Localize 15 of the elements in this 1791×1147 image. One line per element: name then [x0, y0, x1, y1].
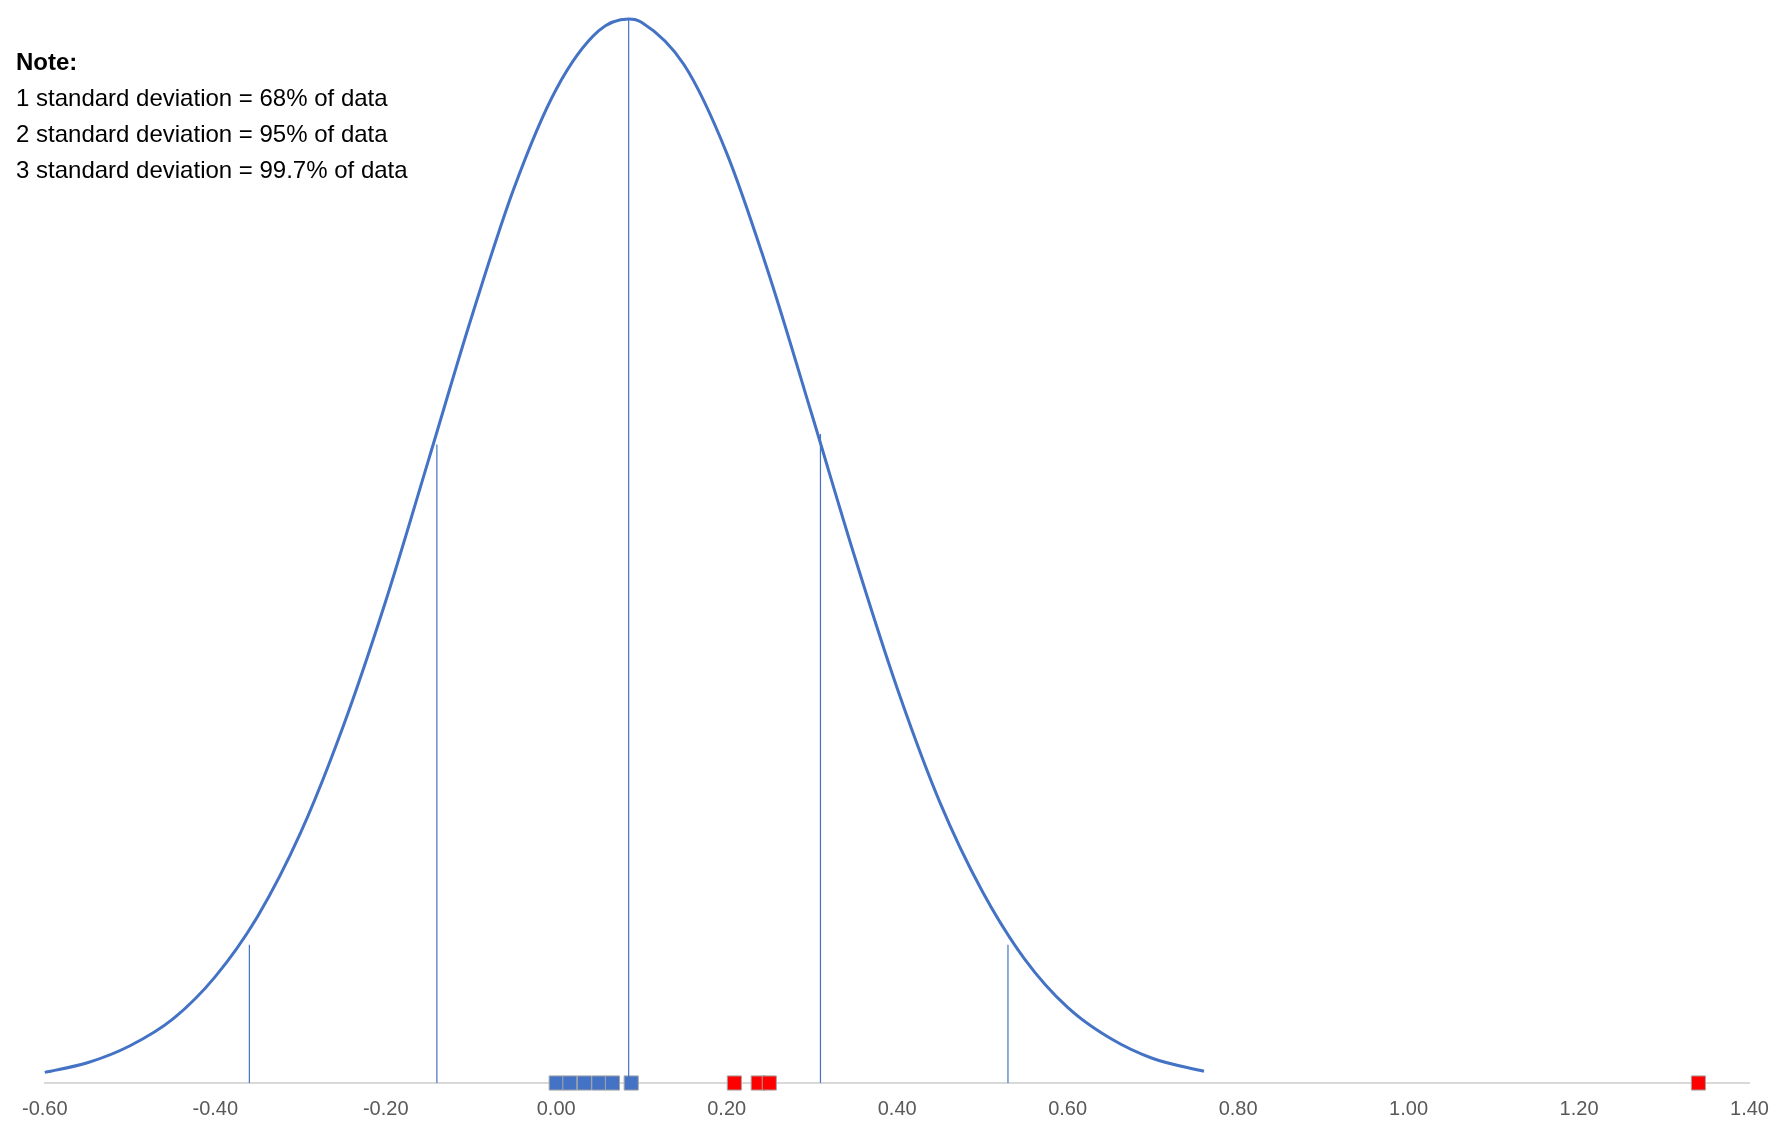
x-tick-label: 0.60 — [1048, 1096, 1088, 1119]
x-tick-label: -0.20 — [362, 1096, 409, 1119]
x-tick-label: 1.00 — [1389, 1096, 1429, 1119]
x-tick-label: 0.40 — [877, 1096, 917, 1119]
annotation: 1 standard deviation = 68% of data — [16, 83, 389, 111]
x-tick-label: 0.20 — [707, 1096, 747, 1119]
x-tick-label: -0.40 — [192, 1096, 239, 1119]
x-tick-label: -0.60 — [22, 1096, 68, 1119]
x-tick-label: 0.80 — [1218, 1096, 1258, 1119]
x-tick-label: 0.00 — [536, 1096, 576, 1119]
x-tick-label: 1.40 — [1730, 1096, 1770, 1119]
annotation: Note: — [16, 47, 78, 75]
annotation: 2 standard deviation = 95% of data — [16, 119, 389, 147]
annotation: 3 standard deviation = 99.7% of data — [16, 155, 409, 183]
x-tick-label: 1.20 — [1559, 1096, 1599, 1119]
